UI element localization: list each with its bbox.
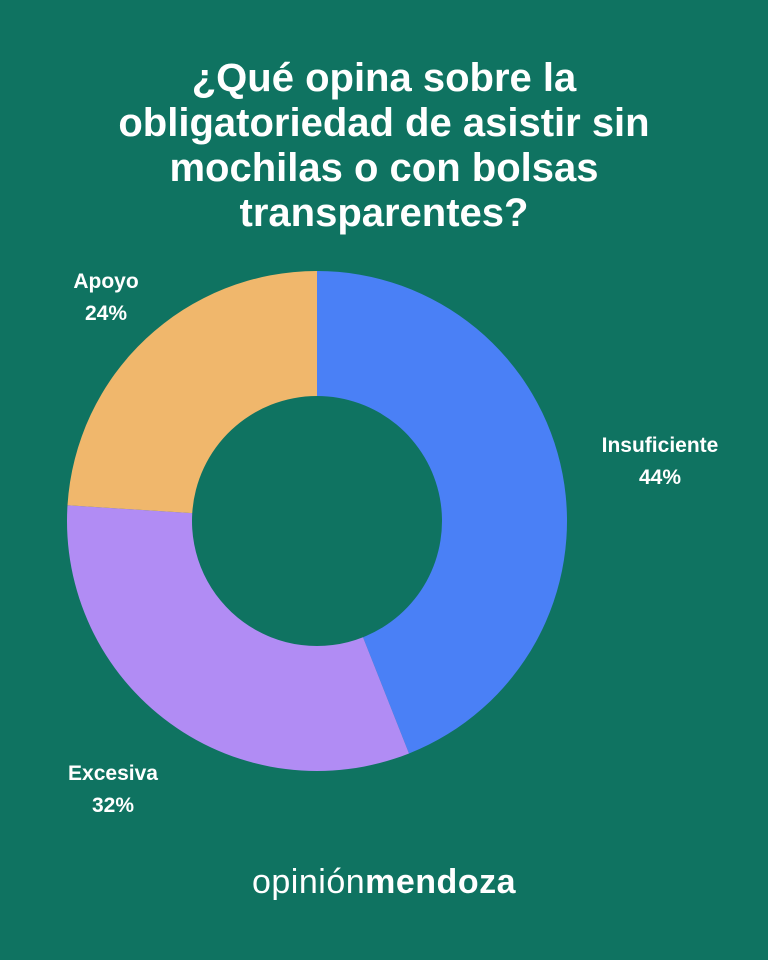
slice-label-apoyo: Apoyo [73,270,138,293]
brand-prefix: opinión [251,863,366,901]
chart-title: ¿Qué opina sobre la obligatoriedad de as… [118,56,650,235]
slice-label-insuficiente: Insuficiente [602,434,719,457]
slice-value-insuficiente: 44% [639,466,681,489]
donut-slices [66,271,568,771]
slice-value-excesiva: 32% [92,794,134,817]
slice-value-apoyo: 24% [85,302,127,325]
slice-insuficiente [317,271,568,754]
brand-name: mendoza [365,863,516,901]
slice-excesiva [66,505,410,771]
brand-logo: opiniónmendoza [0,862,768,902]
slice-labels: Insuficiente 44% Excesiva 32% Apoyo 24% [68,270,718,817]
slice-label-excesiva: Excesiva [68,762,158,785]
slice-apoyo [67,271,317,514]
